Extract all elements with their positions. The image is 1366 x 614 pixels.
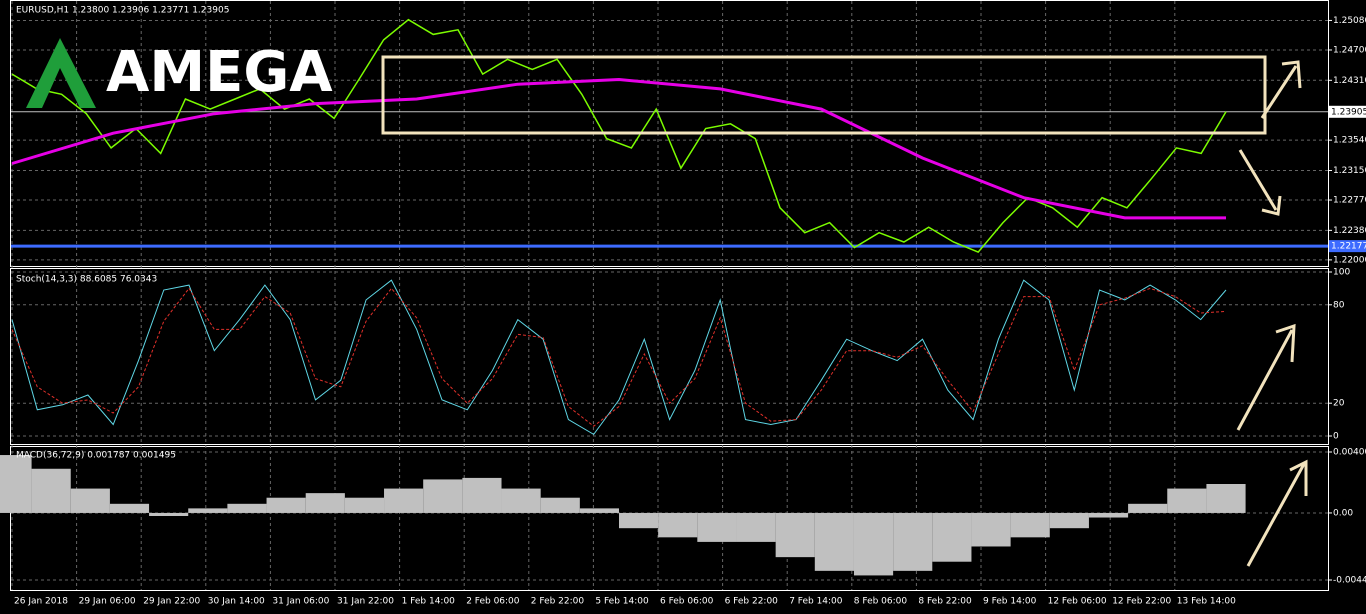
histogram-bar: [0, 455, 32, 513]
histogram-bar: [540, 497, 580, 513]
histogram-bar: [697, 512, 737, 542]
y-tick-label: 1.23150: [1333, 166, 1366, 176]
y-tick-label: 1.22000: [1333, 255, 1366, 265]
price-label: 1.22177: [1331, 242, 1366, 252]
histogram-bar: [149, 512, 189, 516]
x-tick-label: 2 Feb 06:00: [466, 597, 520, 607]
series-line: [11, 18, 1227, 254]
y-tick-label: -0.00440: [1333, 576, 1366, 586]
x-tick-label: 2 Feb 22:00: [531, 597, 585, 607]
logo-mark: [26, 38, 96, 108]
histogram-bar: [775, 512, 815, 558]
y-tick-label: 20: [1333, 399, 1345, 409]
range-box: [381, 55, 1267, 135]
histogram-bar: [1049, 512, 1089, 529]
plots: [0, 18, 1328, 576]
histogram-bar: [384, 488, 424, 513]
arrow-up: [1260, 60, 1302, 119]
labels: 26 Jan 2018 29 Jan 06:00 29 Jan 22:00 30 Ja…: [14, 16, 1366, 607]
histogram-bar: [893, 512, 933, 571]
series-line: [11, 77, 1226, 220]
histogram-bar: [814, 512, 854, 571]
histogram-bar: [1128, 503, 1168, 513]
price-panel: [10, 0, 1329, 267]
histogram-bar: [344, 497, 385, 513]
price-label-box: [1329, 240, 1366, 253]
x-tick-label: 29 Jan 22:00: [143, 597, 200, 607]
x-tick-label: 31 Jan 06:00: [272, 597, 329, 607]
y-tick-label: 0: [1333, 432, 1339, 442]
x-tick-label: 6 Feb 06:00: [660, 597, 714, 607]
histogram-bar: [1167, 488, 1207, 513]
histogram-bar: [1010, 512, 1050, 538]
y-tick-label: 1.24700: [1333, 45, 1366, 55]
x-tick-label: 6 Feb 22:00: [725, 597, 779, 607]
x-tick-label: 1 Feb 14:00: [402, 597, 456, 607]
y-tick-label: 1.22380: [1333, 226, 1366, 236]
arrow-up: [1246, 459, 1308, 567]
x-tick-label: 12 Feb 06:00: [1048, 597, 1107, 607]
histogram-bar: [501, 488, 541, 513]
histogram-bar: [619, 512, 659, 529]
macd-panel: [10, 446, 1329, 591]
histogram-bar: [932, 512, 972, 562]
stoch-panel: [10, 268, 1329, 445]
x-tick-label: 26 Jan 2018: [14, 597, 68, 607]
macd-title: MACD(36,72,9) 0.001787 0.001495: [16, 451, 176, 461]
histogram-bar: [70, 488, 110, 513]
histogram-bar: [1206, 484, 1246, 513]
price-label: 1.23905: [1331, 107, 1366, 117]
histogram-bar: [462, 477, 502, 513]
histogram-bar: [227, 503, 267, 513]
y-tick-label: 1.24310: [1333, 76, 1366, 86]
x-tick-label: 5 Feb 14:00: [595, 597, 649, 607]
histogram-bar: [305, 493, 345, 513]
x-tick-label: 29 Jan 06:00: [79, 597, 136, 607]
x-tick-label: 13 Feb 14:00: [1177, 597, 1236, 607]
histogram-bar: [658, 512, 698, 538]
stoch-title: Stoch(14,3,3) 88.6085 76.0343: [16, 275, 157, 285]
histogram-bar: [31, 468, 71, 513]
x-tick-label: 8 Feb 22:00: [918, 597, 972, 607]
y-tick-label: 1.22770: [1333, 196, 1366, 206]
arrow-up: [1236, 323, 1296, 431]
y-tick-label: 100: [1333, 268, 1350, 278]
histogram-bar: [971, 512, 1011, 547]
y-tick-label: 80: [1333, 300, 1345, 310]
arrows: [1236, 60, 1308, 567]
histogram-bar: [109, 503, 150, 513]
x-tick-label: 31 Jan 22:00: [337, 597, 394, 607]
y-tick-label: 1.25080: [1333, 16, 1366, 26]
x-tick-label: 7 Feb 14:00: [789, 597, 843, 607]
price-title: EURUSD,H1 1.23800 1.23906 1.23771 1.2390…: [16, 6, 229, 16]
histogram-bar: [736, 512, 776, 542]
y-tick-label: 1.23540: [1333, 136, 1366, 146]
series-line: [11, 287, 1227, 427]
x-tick-label: 8 Feb 06:00: [854, 597, 908, 607]
histogram-bar: [423, 479, 463, 513]
x-tick-label: 12 Feb 22:00: [1112, 597, 1171, 607]
logo: AMEGA: [106, 40, 333, 105]
histogram-bar: [579, 508, 619, 513]
histogram-bar: [188, 508, 228, 513]
x-tick-label: 30 Jan 14:00: [208, 597, 265, 607]
y-tick-label: 0.00: [1333, 508, 1353, 518]
x-tick-label: 9 Feb 14:00: [983, 597, 1037, 607]
histogram-bar: [1088, 512, 1129, 518]
arrow-down: [1238, 149, 1282, 216]
series-line: [11, 279, 1227, 436]
histogram-bar: [266, 497, 306, 513]
price-label-box: [1329, 105, 1366, 118]
histogram-bar: [853, 512, 894, 576]
